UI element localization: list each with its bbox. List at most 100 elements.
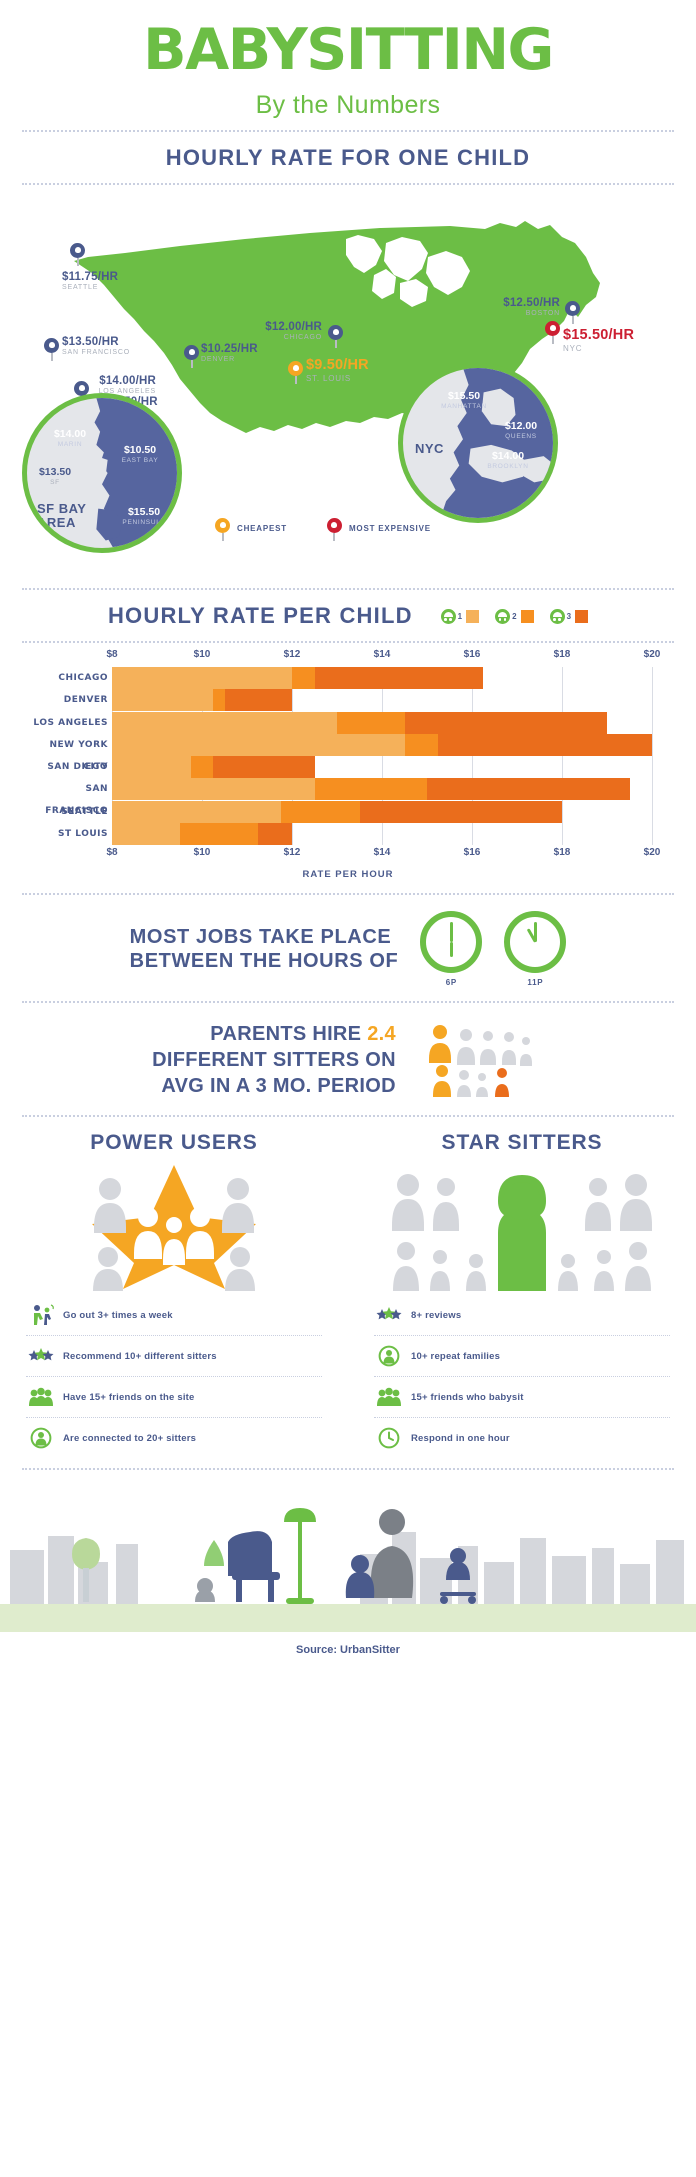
chart-legend: 1 2 3 (440, 608, 589, 624)
map-section: $11.75/HR SEATTLE $13.50/HR SAN FRANCISC… (0, 193, 696, 588)
pin-head-icon (328, 325, 343, 340)
chart-header: HOURLY RATE PER CHILD 1 2 3 (0, 590, 696, 641)
stroller-icon (549, 608, 565, 624)
feature-row: 8+ reviews (374, 1295, 670, 1336)
page-title: BABYSITTING (143, 17, 554, 83)
feature-row: Recommend 10+ different sitters (26, 1336, 322, 1377)
chart-row-label: SAN DIEGO (47, 762, 108, 773)
stroller-icon (495, 608, 511, 624)
footer-illustration (0, 1482, 696, 1632)
chart-gridline (202, 667, 203, 845)
chart-x-axis-label: RATE PER HOUR (302, 869, 394, 880)
axis-tick-label: $20 (643, 847, 661, 858)
divider (22, 641, 674, 643)
sf-area-marin: $14.00 MARIN (41, 428, 99, 448)
family-figures-icon (428, 1025, 532, 1097)
chart-bar-segment (112, 778, 315, 801)
axis-tick-label: $10 (193, 847, 211, 858)
pin-head-icon (288, 361, 303, 376)
map-pin-boston[interactable] (565, 301, 580, 324)
map-rate: $9.50/HR (306, 357, 369, 373)
chart-bar-segment (314, 667, 484, 690)
feature-row: Respond in one hour (374, 1418, 670, 1458)
column-power-users: POWER USERS (0, 1117, 348, 1468)
map-label-st-louis: $9.50/HR ST. LOUIS (306, 357, 369, 383)
clocks-section: MOST JOBS TAKE PLACE BETWEEN THE HOURS O… (0, 895, 696, 1001)
map-legend: CHEAPEST MOST EXPENSIVE (215, 518, 431, 541)
chart-gridline (292, 667, 293, 845)
friends-group-icon (376, 1386, 402, 1408)
map-pin-chicago[interactable] (328, 325, 343, 348)
legend-swatch (466, 609, 480, 623)
nyc-area-manhattan: $15.50 MANHATTAN (431, 390, 497, 410)
inset-nyc[interactable]: $15.50 MANHATTAN $12.00 QUEENS $14.00 BR… (398, 363, 558, 523)
chart-gridline (112, 667, 113, 845)
chart-bar-segment (190, 756, 214, 779)
sf-bay-water-shape (79, 398, 177, 548)
chart-gridline (472, 667, 473, 845)
axis-tick-label: $8 (106, 649, 118, 660)
inset-sf-bay-area[interactable]: $14.00 MARIN $13.50 SF $10.50 EAST BAY $… (22, 393, 182, 553)
axis-tick-label: $8 (106, 847, 118, 858)
chart-bar-segment (438, 733, 652, 756)
ground-strip (0, 1604, 696, 1632)
nyc-area-name: MANHATTAN (441, 403, 487, 410)
star-sitters-illustration (360, 1161, 684, 1291)
pin-head-icon (44, 338, 59, 353)
people-scene-icon (195, 1508, 476, 1604)
legend-number: 2 (512, 611, 517, 621)
map-pin-denver[interactable] (184, 345, 199, 368)
chart-row-label: NEW YORK CITY (49, 739, 108, 772)
divider (22, 1001, 674, 1003)
nyc-area-value: $12.00 (504, 420, 538, 432)
clocks-text: MOST JOBS TAKE PLACE BETWEEN THE HOURS O… (129, 925, 399, 972)
map-label-nyc: $15.50/HR NYC (563, 327, 634, 353)
legend-number: 1 (457, 611, 463, 621)
map-pin-st-louis[interactable] (288, 361, 303, 384)
chart-row: NEW YORK CITY (22, 733, 674, 772)
chart-row: CHICAGO (22, 667, 674, 690)
map-pin-nyc[interactable] (545, 321, 560, 344)
pin-stem (571, 316, 574, 324)
axis-tick-label: $18 (553, 847, 571, 858)
pin-stem (190, 360, 193, 368)
clock-label: 6P (445, 978, 457, 987)
chart-row: DENVER (22, 689, 674, 712)
chart-gridline (652, 667, 653, 845)
person-circle-icon (28, 1427, 54, 1449)
axis-tick-label: $10 (193, 649, 211, 660)
chart-bar-segment (337, 711, 405, 734)
clock-hour-hand (449, 942, 453, 957)
chart-row: SEATTLE (22, 800, 674, 823)
legend-item-most-expensive: MOST EXPENSIVE (326, 518, 431, 541)
sitters-text: PARENTS HIRE 2.4 DIFFERENT SITTERS ON AV… (152, 1021, 396, 1099)
legend-label: CHEAPEST (237, 524, 287, 533)
map-city: DENVER (201, 356, 235, 363)
axis-tick-label: $18 (553, 649, 571, 660)
sitters-line3: AVG IN A 3 MO. PERIOD (161, 1075, 396, 1097)
map-city: ST. LOUIS (306, 374, 351, 383)
power-users-feature-list: Go out 3+ times a week Recommend 10+ dif… (26, 1295, 322, 1458)
axis-tick-label: $16 (463, 847, 481, 858)
chart-bar-segment (112, 711, 337, 734)
map-pin-san-francisco[interactable] (44, 338, 59, 361)
star-sitters-feature-list: 8+ reviews 10+ repeat families (374, 1295, 670, 1458)
pin-head-icon (74, 381, 89, 396)
legend-swatch (575, 609, 589, 623)
pin-head-icon (545, 321, 560, 336)
pin-stem (294, 376, 297, 384)
nyc-area-name: BROOKLYN (487, 463, 529, 470)
feature-text: Go out 3+ times a week (63, 1309, 173, 1321)
chart-row-label: SAN FRANCISCO (45, 784, 108, 817)
pin-stem (50, 353, 53, 361)
sf-area-name: SF (50, 479, 60, 486)
chart-row: ST LOUIS (22, 822, 674, 845)
map-pin-seattle[interactable] (70, 243, 85, 266)
pin-stem (551, 336, 554, 344)
map-rate: $10.25/HR (201, 343, 258, 355)
legend-entry-2: 2 (495, 608, 534, 624)
sitters-line2: DIFFERENT SITTERS ON (152, 1049, 396, 1071)
chart-gridline (382, 667, 383, 845)
chart-row: SAN DIEGO (22, 756, 674, 779)
axis-tick-label: $12 (283, 649, 301, 660)
